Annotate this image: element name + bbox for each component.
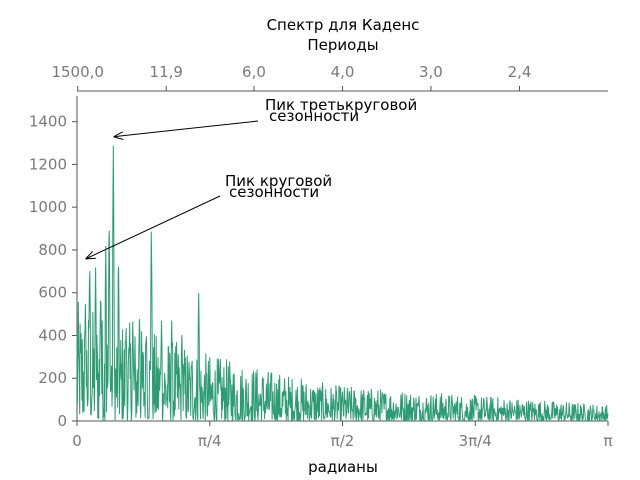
- annotation-text: сезонности: [269, 107, 359, 125]
- top-axis-label: Периоды: [307, 36, 378, 54]
- annotation-text: Пик круговой: [225, 172, 332, 190]
- y-tick-label: 1000: [29, 198, 67, 216]
- series-group: [76, 145, 609, 422]
- x-tick-label: π/2: [331, 432, 355, 450]
- x-tick-label: 0: [72, 432, 82, 450]
- y-tick-label: 1200: [29, 155, 67, 173]
- top-tick-label: 11,9: [150, 63, 183, 81]
- y-tick-label: 200: [38, 369, 67, 387]
- y-tick-label: 1400: [29, 113, 67, 131]
- y-tick-label: 0: [57, 412, 67, 430]
- y-axis: 0 200 400 600 800 1000 1200 1400: [29, 96, 78, 430]
- y-tick-label: 600: [38, 284, 67, 302]
- annotation-text: сезонности: [229, 183, 319, 201]
- chart-title: Спектр для Каденс: [267, 16, 420, 34]
- x-axis: 0 π/4 π/2 3π/4 π: [72, 420, 613, 450]
- annotation-arrow: [86, 195, 221, 259]
- top-tick-label: 6,0: [242, 63, 266, 81]
- x-tick-label: 3π/4: [459, 432, 492, 450]
- top-tick-label: 1500,0: [51, 63, 104, 81]
- annotation-arrow: [115, 120, 259, 137]
- top-axis: 1500,0 11,9 6,0 4,0 3,0 2,4: [51, 63, 608, 92]
- top-tick-label: 2,4: [508, 63, 532, 81]
- x-tick-label: π/4: [198, 432, 222, 450]
- y-tick-label: 800: [38, 241, 67, 259]
- annotation-text: Пик третькруговой: [265, 96, 417, 114]
- y-tick-label: 400: [38, 326, 67, 344]
- top-tick-label: 4,0: [331, 63, 355, 81]
- x-axis-label: радианы: [308, 458, 378, 476]
- spectrum-line: [76, 145, 609, 422]
- top-tick-label: 3,0: [419, 63, 443, 81]
- x-tick-label: π: [603, 432, 612, 450]
